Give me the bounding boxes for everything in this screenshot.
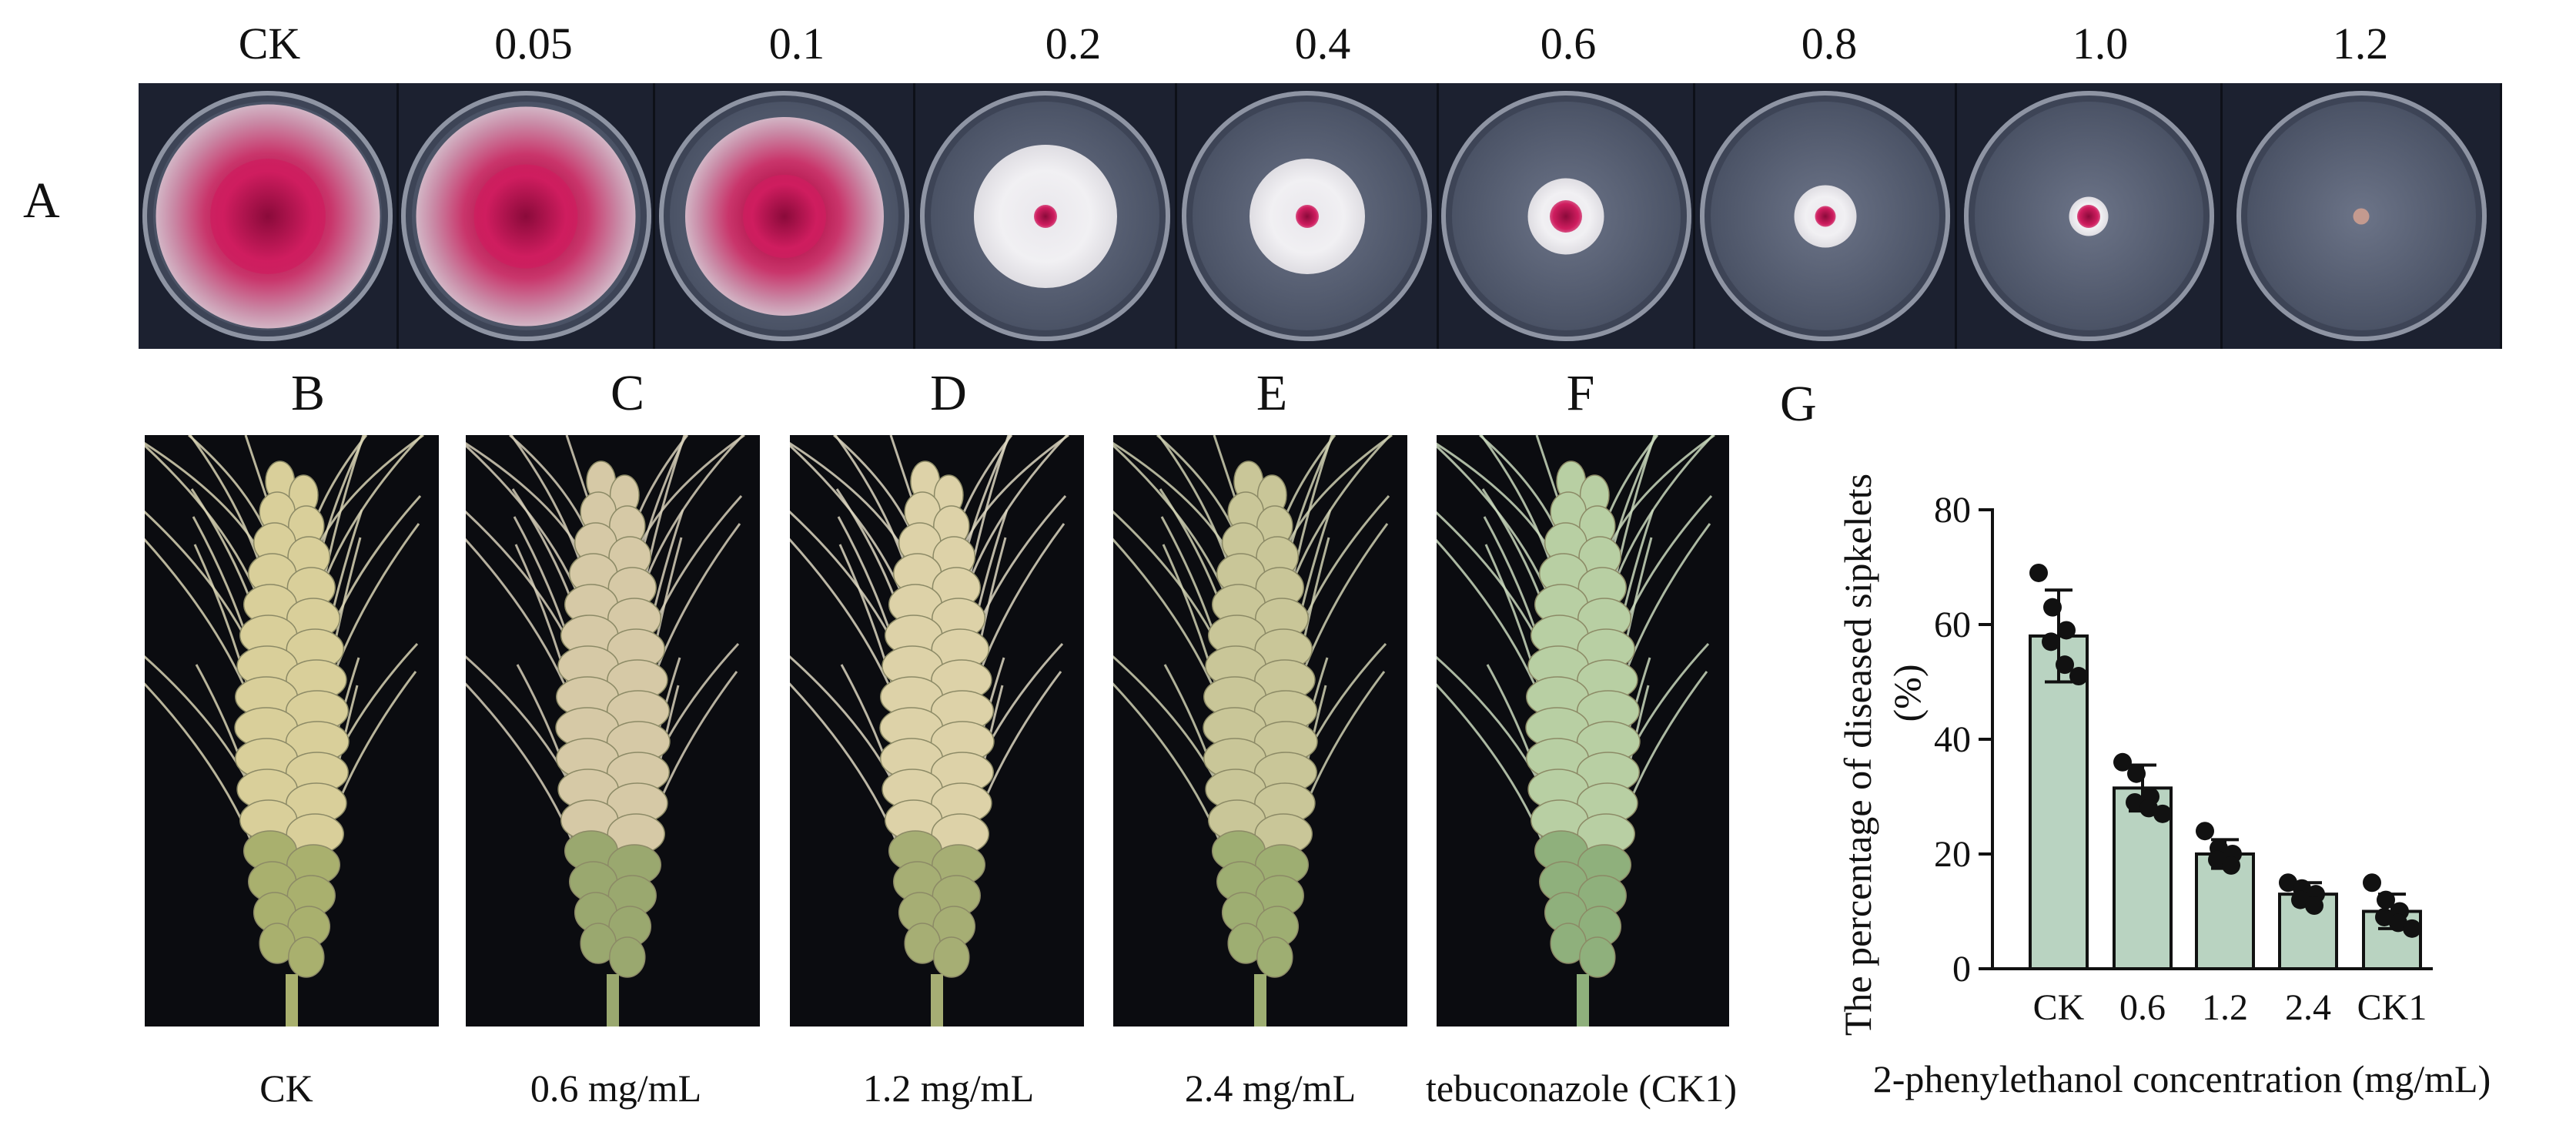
- dish-concentration-label: 0.2: [1045, 18, 1102, 69]
- data-point: [2377, 890, 2395, 909]
- treatment-caption: 0.6 mg/mL: [530, 1067, 702, 1110]
- petri-dish-cell: [655, 83, 916, 349]
- colony-core: [1033, 204, 1057, 228]
- wheat-spike-photo: [790, 435, 1084, 1027]
- x-tick-label: CK1: [2357, 987, 2427, 1028]
- petri-dish-cell: [915, 83, 1178, 349]
- data-point: [2153, 804, 2172, 823]
- data-point: [2139, 799, 2158, 818]
- treatment-caption: 2.4 mg/mL: [1184, 1067, 1357, 1110]
- data-point: [2126, 792, 2144, 812]
- data-point: [2043, 598, 2062, 617]
- data-point: [2056, 655, 2074, 675]
- panel-g-letter: G: [1780, 376, 1817, 432]
- petri-dish-strip: [139, 83, 2503, 349]
- dish-concentration-label: CK: [238, 18, 301, 69]
- data-point: [2196, 822, 2214, 841]
- petri-dish: [1182, 91, 1433, 341]
- treatment-caption: tebuconazole (CK1): [1425, 1067, 1737, 1110]
- x-tick-label: CK: [2033, 987, 2085, 1028]
- data-point: [2069, 667, 2088, 686]
- panel-letter: E: [1256, 365, 1288, 421]
- colony-core: [1815, 206, 1836, 226]
- bar-chart: 0 20 40 60 80 CK 0.6 1.2 2.4 CK1 2-phenylethanol c…: [1836, 474, 2491, 1100]
- petri-dish-cell: [1695, 83, 1958, 349]
- dish-concentration-label: 0.8: [1801, 18, 1858, 69]
- colony-core: [473, 164, 578, 268]
- data-point: [2279, 873, 2297, 893]
- panel-letter: C: [610, 365, 645, 421]
- x-tick-label: 1.2: [2202, 987, 2248, 1028]
- colony-core: [1550, 199, 1583, 233]
- colony-core: [1295, 204, 1319, 228]
- panel-letter: D: [930, 365, 967, 421]
- fungal-colony: [2353, 208, 2370, 224]
- colony-core: [2077, 204, 2101, 228]
- treatment-caption: 1.2 mg/mL: [862, 1067, 1035, 1110]
- data-point: [2375, 907, 2394, 926]
- bar: [2195, 852, 2255, 970]
- y-axis-label: The percentage of diseased sipkelets: [1836, 474, 1879, 1036]
- data-point: [2113, 752, 2132, 772]
- y-tick-label: 20: [1934, 834, 1971, 875]
- data-point: [2363, 873, 2381, 893]
- petri-dish: [142, 91, 393, 341]
- colony-core: [209, 158, 326, 274]
- petri-dish-cell: [1177, 83, 1440, 349]
- x-tick-label: 2.4: [2285, 987, 2331, 1028]
- y-tick-label: 80: [1934, 490, 1971, 531]
- petri-dish-cell: [399, 83, 656, 349]
- x-tick-label: 0.6: [2119, 987, 2166, 1028]
- data-point: [2305, 896, 2323, 916]
- colony-core: [742, 174, 826, 258]
- treatment-caption: CK: [259, 1067, 313, 1110]
- dish-concentration-label: 0.05: [494, 18, 573, 69]
- wheat-spike-photo: [1113, 435, 1407, 1027]
- data-point: [2403, 919, 2421, 938]
- data-point: [2127, 764, 2146, 783]
- y-tick-label: 0: [1952, 949, 1971, 990]
- data-point: [2389, 913, 2407, 933]
- data-point: [2057, 621, 2076, 640]
- y-tick-label: 60: [1934, 605, 1971, 645]
- data-point: [2029, 563, 2048, 582]
- wheat-spike-photo: [1437, 435, 1729, 1027]
- data-point: [2222, 856, 2240, 875]
- bar: [2029, 634, 2089, 970]
- dish-concentration-label: 0.6: [1540, 18, 1597, 69]
- petri-dish-cell: [1957, 83, 2223, 349]
- petri-dish: [920, 91, 1171, 341]
- petri-dish: [2236, 91, 2487, 341]
- petri-dish: [1440, 91, 1691, 341]
- y-axis-label-unit: (%): [1885, 665, 1929, 722]
- panel-letter: B: [290, 365, 326, 421]
- dish-concentration-label: 1.0: [2072, 18, 2129, 69]
- petri-dish: [400, 91, 651, 341]
- petri-dish: [1700, 91, 1951, 341]
- panel-letter: F: [1566, 365, 1595, 421]
- petri-dish: [659, 91, 910, 341]
- data-point: [2291, 890, 2310, 909]
- dish-concentration-label: 0.4: [1294, 18, 1351, 69]
- petri-dish-cell: [2223, 83, 2503, 349]
- x-axis-label: 2-phenylethanol concentration (mg/mL): [1873, 1057, 2491, 1100]
- petri-dish-cell: [139, 83, 400, 349]
- dish-concentration-label: 1.2: [2332, 18, 2389, 69]
- data-point: [2208, 850, 2226, 869]
- panel-a-letter: A: [23, 172, 60, 229]
- dish-concentration-label: 0.1: [768, 18, 825, 69]
- y-tick-label: 40: [1934, 719, 1971, 760]
- petri-dish: [1963, 91, 2214, 341]
- wheat-spike-photo: [145, 435, 439, 1027]
- wheat-spike-photo: [466, 435, 760, 1027]
- petri-dish-cell: [1439, 83, 1696, 349]
- data-point: [2042, 632, 2060, 651]
